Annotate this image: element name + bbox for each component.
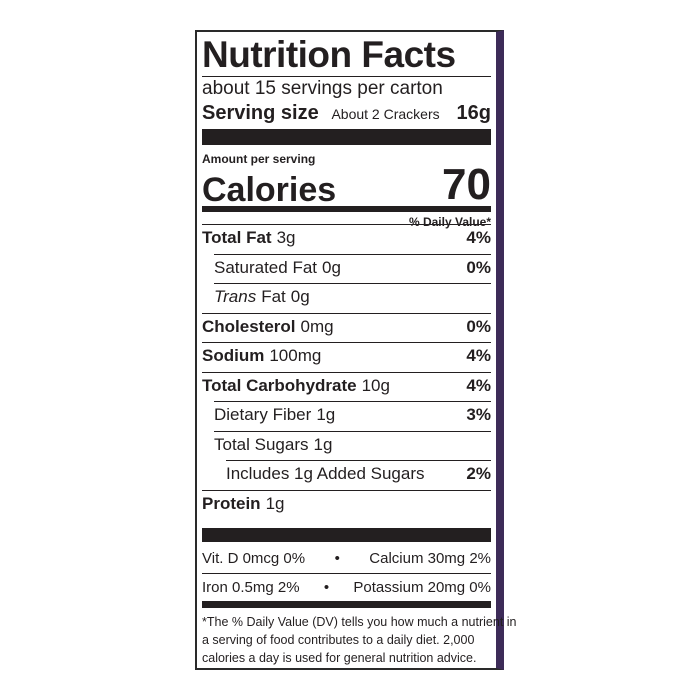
nutrient-row: Trans Fat 0g: [202, 287, 491, 307]
nutrient-name: Total Carbohydrate: [202, 375, 357, 395]
nutrient-dv: 3%: [466, 405, 491, 424]
nutrient-name: Trans: [214, 287, 257, 306]
nutrient-dv: 0%: [466, 316, 491, 336]
nutrient-row: Saturated Fat 0g 0%: [202, 258, 491, 278]
nutrient-name: Total Sugars: [214, 434, 309, 454]
nutrient-amount: 1g: [316, 405, 336, 424]
amount-per-serving: Amount per serving: [202, 152, 316, 166]
nutrient-amount: 3g: [276, 228, 296, 247]
divider: [214, 283, 491, 284]
divider: [202, 371, 491, 373]
nutrient-label: Cholesterol 0mg: [202, 317, 334, 337]
nutrient-name: Cholesterol: [202, 316, 296, 336]
nutrient-name: Sodium: [202, 346, 265, 365]
nutrient-amount: 0g: [322, 257, 341, 277]
divider: [214, 401, 491, 402]
nutrient-name: Dietary Fiber: [214, 405, 312, 424]
nutrient-row: Cholesterol 0mg 0%: [202, 317, 491, 337]
nutrient-dv: 4%: [466, 346, 491, 365]
nutrient-amount: 1g: [313, 434, 333, 454]
divider: [202, 489, 491, 491]
nutrient-label: Saturated Fat 0g: [214, 258, 341, 278]
nutrition-panel: Nutrition Facts about 15 servings per ca…: [195, 30, 517, 670]
nutrient-name: Includes 1g Added Sugars: [226, 464, 425, 483]
nutrient-row: Includes 1g Added Sugars 2%: [202, 464, 491, 484]
title: Nutrition Facts: [202, 34, 456, 75]
nutrient-row: Sodium 100mg 4%: [202, 346, 491, 366]
nutrient-row: Total Sugars 1g: [202, 435, 491, 455]
dv-header: % Daily Value*: [408, 215, 491, 229]
nutrient-name: Saturated Fat: [214, 257, 318, 277]
nutrient-row: Total Carbohydrate 10g 4%: [202, 376, 491, 396]
nutrient-label: Total Carbohydrate 10g: [202, 376, 390, 396]
nutrient-amount: 10g: [361, 375, 390, 395]
calories-value: 70: [442, 160, 491, 209]
nutrient-label: Dietary Fiber 1g: [214, 405, 335, 425]
nutrient-name: Fat: [261, 287, 286, 306]
nutrient-dv: 4%: [466, 375, 491, 395]
nutrient-label: Total Sugars 1g: [214, 435, 332, 455]
nutrient-row: Protein 1g: [202, 494, 491, 514]
nutrient-dv: 0%: [466, 257, 491, 277]
nutrient-row: Total Fat 3g 4%: [202, 228, 491, 248]
nutrient-label: Includes 1g Added Sugars: [226, 464, 424, 484]
vitamin: Potassium 20mg 0%: [353, 579, 491, 596]
divider: [214, 430, 491, 432]
nutrient-dv: 2%: [466, 464, 491, 483]
divider: [214, 253, 491, 255]
nutrient-label: Total Fat 3g: [202, 228, 296, 248]
nutrient-amount: 0g: [290, 287, 310, 306]
nutrient-row: Dietary Fiber 1g 3%: [202, 405, 491, 425]
servings: about 15 servings per carton: [202, 78, 443, 99]
nutrient-amount: 1g: [265, 493, 285, 513]
nutrient-amount: 0mg: [300, 316, 334, 336]
serving-size-label: Serving size: [202, 102, 319, 124]
divider: [202, 224, 491, 225]
calories-label: Calories: [202, 171, 337, 209]
footnote-line: calories a day is used for general nutri…: [202, 651, 477, 665]
divider: [226, 460, 491, 461]
vitamin: Calcium 30mg 2%: [369, 550, 491, 567]
divider: [202, 342, 491, 343]
bullet: •: [334, 550, 340, 567]
bullet: •: [323, 579, 330, 596]
footnote-line: a serving of food contributes to a daily…: [202, 633, 475, 647]
vitamin: Iron 0.5mg 2%: [202, 579, 300, 596]
nutrient-label: Trans Fat 0g: [214, 287, 310, 307]
serving-size-amount: 16g: [456, 102, 491, 124]
serving-size-desc: About 2 Crackers: [331, 106, 440, 122]
vitamin: Vit. D 0mcg 0%: [202, 550, 306, 567]
nutrient-amount: 100mg: [269, 346, 322, 365]
nutrient-name: Total Fat: [202, 228, 272, 247]
nutrient-label: Protein 1g: [202, 494, 284, 514]
nutrient-label: Sodium 100mg: [202, 346, 321, 366]
nutrient-dv: 4%: [466, 228, 491, 247]
nutrient-name: Protein: [202, 493, 261, 513]
divider: [202, 312, 491, 314]
footnote-line: *The % Daily Value (DV) tells you how mu…: [202, 615, 517, 629]
